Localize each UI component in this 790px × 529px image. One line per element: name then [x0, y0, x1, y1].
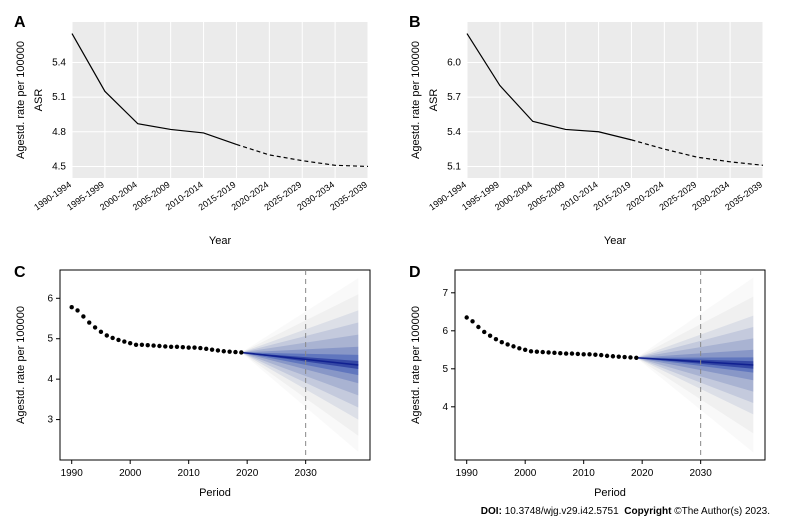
svg-text:5.1: 5.1 [447, 161, 461, 172]
svg-text:Year: Year [209, 235, 232, 247]
svg-text:4.5: 4.5 [52, 161, 66, 172]
svg-text:5.4: 5.4 [52, 57, 66, 68]
panel-label-d: D [409, 264, 421, 282]
copyright-value: ©The Author(s) 2023. [674, 506, 770, 517]
doi-value: 10.3748/wjg.v29.i42.5751 [505, 506, 619, 517]
svg-text:Agestd. rate per 100000: Agestd. rate per 100000 [410, 41, 422, 159]
svg-text:6: 6 [47, 293, 53, 304]
svg-text:3: 3 [47, 415, 53, 426]
svg-text:5: 5 [47, 334, 53, 345]
svg-text:2020: 2020 [236, 468, 259, 479]
figure-footer: DOI: 10.3748/wjg.v29.i42.5751 Copyright … [10, 500, 780, 519]
chart-b-svg: 5.15.45.76.01990-19941995-19992000-20042… [405, 10, 775, 250]
svg-text:7: 7 [442, 288, 448, 299]
panel-b: B 5.15.45.76.01990-19941995-19992000-200… [405, 10, 780, 250]
svg-text:6: 6 [442, 326, 448, 337]
svg-text:Period: Period [594, 487, 626, 499]
svg-text:6.0: 6.0 [447, 57, 461, 68]
panel-label-b: B [409, 14, 421, 32]
svg-text:1990: 1990 [456, 468, 479, 479]
svg-text:2035-2039: 2035-2039 [723, 179, 764, 212]
panel-label-a: A [14, 14, 26, 32]
svg-text:5.4: 5.4 [447, 127, 461, 138]
panel-d: D 4 5 6 7 1990 2000 2010 2020 2030 Period Agestd. … [405, 260, 780, 500]
svg-text:Agestd. rate per 100000: Agestd. rate per 100000 [410, 306, 422, 424]
svg-text:5.7: 5.7 [447, 92, 461, 103]
svg-text:5: 5 [442, 364, 448, 375]
chart-a-svg: 4.54.85.15.41990-19941995-19992000-20042… [10, 10, 380, 250]
svg-text:ASR: ASR [428, 89, 440, 112]
svg-text:2030: 2030 [295, 468, 318, 479]
chart-c-svg: 3 4 5 6 1990 2000 2010 2020 2030 Period Agestd. ra… [10, 260, 380, 500]
doi-label: DOI: [481, 506, 502, 517]
copyright-label: Copyright [624, 506, 671, 517]
svg-text:4: 4 [442, 402, 448, 413]
svg-text:ASR: ASR [33, 89, 45, 112]
svg-text:2010: 2010 [573, 468, 596, 479]
chart-grid: A 4.54.85.15.41990-19941995-19992000-200… [10, 10, 780, 500]
svg-text:Agestd. rate per 100000: Agestd. rate per 100000 [15, 306, 27, 424]
svg-text:Period: Period [199, 487, 231, 499]
panel-label-c: C [14, 264, 26, 282]
svg-text:2030: 2030 [690, 468, 713, 479]
svg-text:2035-2039: 2035-2039 [328, 179, 369, 212]
svg-text:2010: 2010 [178, 468, 201, 479]
svg-text:2000: 2000 [514, 468, 537, 479]
svg-text:4.8: 4.8 [52, 127, 66, 138]
svg-text:4: 4 [47, 374, 53, 385]
chart-d-svg: 4 5 6 7 1990 2000 2010 2020 2030 Period Agestd. ra… [405, 260, 775, 500]
svg-text:5.1: 5.1 [52, 92, 66, 103]
svg-text:Agestd. rate per 100000: Agestd. rate per 100000 [15, 41, 27, 159]
svg-text:2020: 2020 [631, 468, 654, 479]
panel-a: A 4.54.85.15.41990-19941995-19992000-200… [10, 10, 385, 250]
panel-c: C 3 4 5 6 1990 2000 2010 2020 2030 Period Agestd. … [10, 260, 385, 500]
svg-text:2000: 2000 [119, 468, 142, 479]
svg-text:Year: Year [604, 235, 627, 247]
svg-text:1990: 1990 [61, 468, 84, 479]
